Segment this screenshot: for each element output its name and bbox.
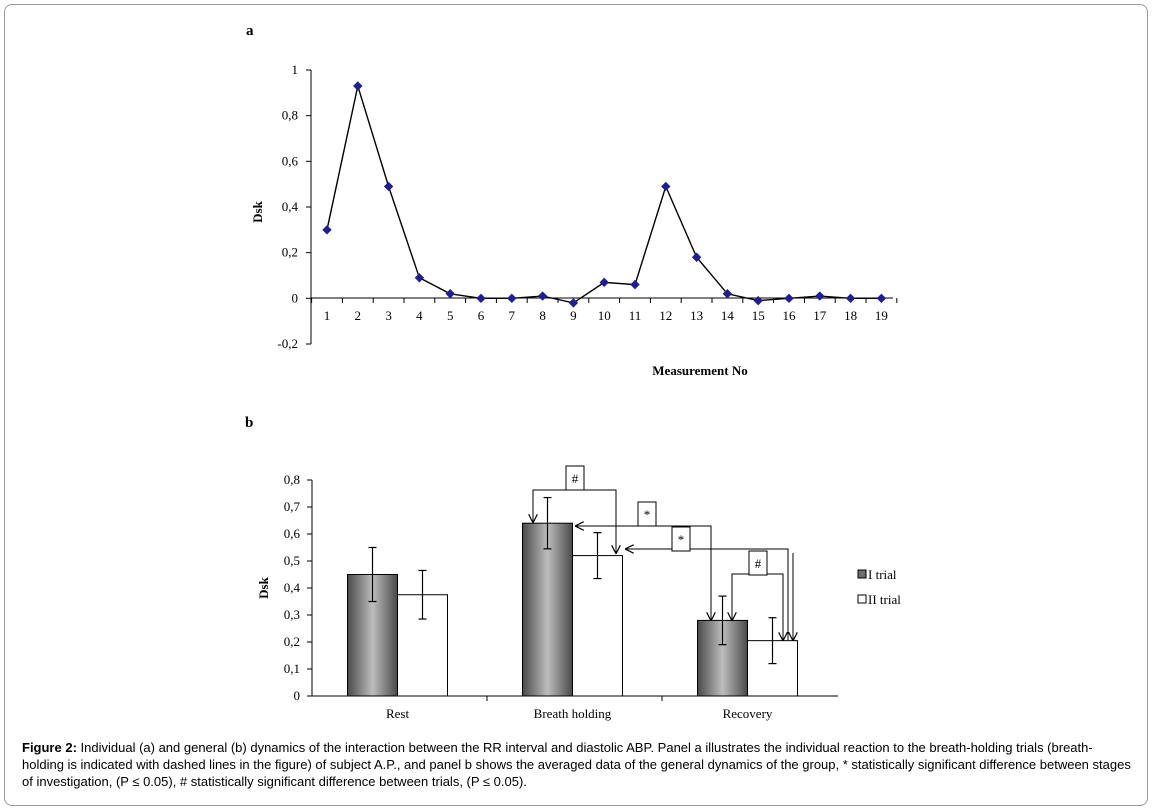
y-tick-label-a: -0,2 (277, 336, 298, 351)
data-point-a (661, 181, 671, 192)
data-point-a (815, 291, 825, 301)
y-ticks-a: -0,2 0 0,2 0,4 0,6 0,8 1 (277, 62, 311, 351)
data-point-a (537, 291, 548, 301)
data-point-a (322, 225, 332, 235)
data-points-a (322, 81, 887, 308)
y-tick-label-b: 0,1 (284, 661, 300, 676)
x-tick-label-a: 1 (324, 308, 331, 323)
x-tick-label-a: 5 (447, 308, 454, 323)
x-tick-label-a: 19 (875, 308, 888, 323)
error-bars-b (368, 496, 777, 665)
x-tick-label-a: 17 (813, 308, 827, 323)
x-tick-label-a: 18 (844, 308, 857, 323)
legend-swatch-i-trial (857, 569, 867, 579)
data-point-a (445, 289, 455, 299)
annotation-boxes: # * * # (565, 465, 768, 576)
data-point-a (753, 295, 763, 306)
data-point-a (568, 298, 579, 308)
data-point-a (845, 293, 856, 304)
bars-b (347, 522, 798, 697)
legend: I trial II trial (857, 567, 901, 607)
data-point-a (691, 252, 702, 262)
y-tick-label-b: 0,2 (284, 634, 300, 649)
x-axis-title-a: Measurement No (652, 363, 747, 378)
panel-b-label: b (245, 415, 253, 431)
legend-label-ii-trial: II trial (868, 592, 901, 607)
y-tick-label-a: 1 (292, 62, 299, 77)
data-point-a (383, 181, 394, 192)
x-tick-label-a: 12 (659, 308, 672, 323)
data-point-a (414, 273, 425, 283)
y-tick-label-b: 0,3 (284, 607, 300, 622)
category-labels-b: Rest Breath holding Recovery (386, 696, 773, 721)
x-tick-label-a: 15 (752, 308, 765, 323)
x-tick-label-a: 10 (598, 308, 611, 323)
y-tick-label-a: 0,4 (282, 199, 299, 214)
y-axis-title-b: Dsk (256, 576, 271, 598)
x-tick-label-a: 3 (385, 308, 392, 323)
x-tick-label-a: 7 (509, 308, 516, 323)
data-point-a (476, 293, 486, 304)
category-label-b: Breath holding (534, 706, 612, 721)
x-ticks-a: 1 2 3 4 5 6 7 8 9 10 11 12 13 14 15 16 17 18 19 (311, 298, 898, 323)
series-line-a (326, 83, 882, 304)
x-tick-label-a: 6 (478, 308, 485, 323)
figure-caption: Figure 2: Individual (a) and general (b)… (22, 739, 1134, 790)
caption-label: Figure 2: (22, 740, 77, 755)
caption-text: Individual (a) and general (b) dynamics … (22, 740, 1131, 789)
bar-i-trial (522, 522, 573, 697)
y-tick-label-b: 0,7 (284, 499, 301, 514)
category-label-b: Rest (386, 706, 410, 721)
x-tick-label-a: 8 (539, 308, 546, 323)
data-point-a (876, 293, 887, 304)
annotation-mark-3: * (678, 532, 685, 547)
y-tick-label-b: 0 (294, 688, 301, 703)
y-tick-label-a: 0,6 (282, 153, 299, 168)
data-point-a (630, 279, 640, 290)
bar-chart-panel-b: 0 0,1 0,2 0,3 0,4 0,5 0,6 0,7 0,8 Rest Breath hol… (256, 465, 901, 721)
legend-label-i-trial: I trial (868, 567, 897, 582)
y-tick-label-b: 0,8 (284, 472, 300, 487)
data-point-a (507, 293, 517, 304)
y-axis-title-a: Dsk (250, 200, 265, 222)
panel-a-label: a (246, 23, 254, 39)
y-tick-label-a: 0 (292, 290, 299, 305)
data-point-a (784, 293, 794, 304)
x-tick-label-a: 9 (570, 308, 577, 323)
data-point-a (353, 81, 363, 91)
annotation-box-3 (671, 526, 691, 552)
x-tick-label-a: 11 (629, 308, 642, 323)
x-tick-label-a: 16 (783, 308, 797, 323)
legend-swatch-ii-trial (857, 594, 867, 604)
annotation-box-2 (637, 501, 657, 527)
annotation-mark-2: * (644, 507, 651, 522)
data-point-a (722, 289, 733, 299)
annotation-mark-1: # (572, 471, 579, 486)
annotation-box-4 (748, 550, 768, 576)
data-point-a (599, 277, 609, 288)
annotation-mark-4: # (755, 556, 762, 571)
bar-ii-trial (397, 594, 448, 697)
y-ticks-b: 0 0,1 0,2 0,3 0,4 0,5 0,6 0,7 0,8 (284, 472, 312, 703)
x-tick-label-a: 4 (416, 308, 423, 323)
line-chart-panel-a: -0,200,20,40,60,81 1 2 3 4 5 6 7 8 9 10 11 12 13 14 15… (250, 62, 898, 378)
annotation-box-1 (565, 465, 585, 491)
y-tick-label-b: 0,5 (284, 553, 300, 568)
y-tick-label-b: 0,4 (284, 580, 301, 595)
y-tick-label-b: 0,6 (284, 526, 301, 541)
x-tick-label-a: 2 (355, 308, 362, 323)
x-tick-label-a: 14 (721, 308, 735, 323)
x-tick-label-a: 13 (690, 308, 703, 323)
y-tick-label-a: 0,2 (282, 245, 298, 260)
y-tick-label-a: 0,8 (282, 108, 298, 123)
category-label-b: Recovery (723, 706, 773, 721)
